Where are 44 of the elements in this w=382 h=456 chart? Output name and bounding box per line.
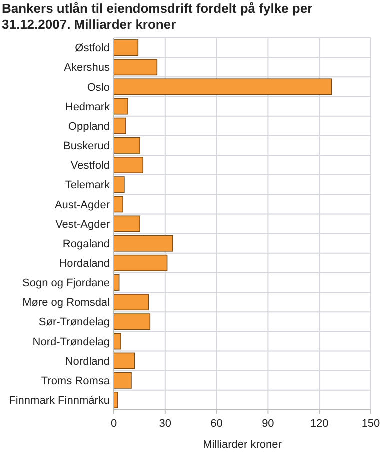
bar: [114, 118, 126, 134]
bar: [114, 176, 125, 194]
bar: [114, 98, 128, 115]
chart-title: Bankers utlån til eiendomsdrift fordelt på fylke per 31.12.2007. Milliarder kroner: [2, 1, 313, 32]
y-tick-label: Sogn og Fjordane: [22, 278, 110, 290]
bar: [114, 59, 158, 76]
bar: [114, 157, 144, 174]
bar: [114, 314, 151, 330]
bar: [114, 372, 132, 389]
bar: [114, 254, 168, 272]
y-tick-label: Vest-Agder: [56, 218, 110, 231]
x-tick-label: 150: [362, 418, 380, 430]
x-tick-label: 90: [262, 418, 274, 430]
bar: [114, 352, 136, 370]
y-tick-label: Vestfold: [70, 160, 110, 172]
y-tick-label: Oppland: [68, 120, 110, 133]
y-tick-label: Buskerud: [64, 140, 110, 153]
y-tick-label: Sør-Trøndelag: [38, 316, 110, 329]
y-tick-label: Finnmark Finnmárku: [9, 395, 110, 408]
x-tick-label: 0: [110, 418, 118, 430]
y-tick-label: Telemark: [65, 180, 110, 192]
y-tick-label: Akershus: [64, 62, 110, 74]
bar: [114, 137, 140, 154]
bar: [114, 294, 150, 311]
y-tick-label: Aust-Agder: [54, 199, 110, 212]
y-tick-label: Hordaland: [59, 258, 110, 270]
bar: [114, 216, 140, 232]
y-tick-label: Oslo: [87, 82, 110, 94]
bar: [114, 40, 139, 56]
y-tick-label: Østfold: [75, 42, 110, 55]
x-axis-title: Milliarder kroner: [203, 439, 282, 451]
bar: [114, 235, 174, 252]
bar: [114, 78, 332, 96]
y-tick-label: Troms Romsa: [41, 375, 111, 388]
x-tick-label: 120: [310, 418, 329, 430]
y-tick-label: Hedmark: [65, 101, 110, 114]
y-tick-label: Møre og Romsdal: [22, 297, 110, 310]
x-tick-label: 60: [210, 418, 223, 430]
bar: [114, 196, 124, 213]
y-tick-label: Nord-Trøndelag: [32, 336, 110, 348]
y-tick-label: Rogaland: [62, 238, 110, 250]
x-tick-label: 30: [159, 418, 172, 430]
bar: [114, 333, 122, 350]
y-tick-label: Nordland: [65, 356, 110, 368]
